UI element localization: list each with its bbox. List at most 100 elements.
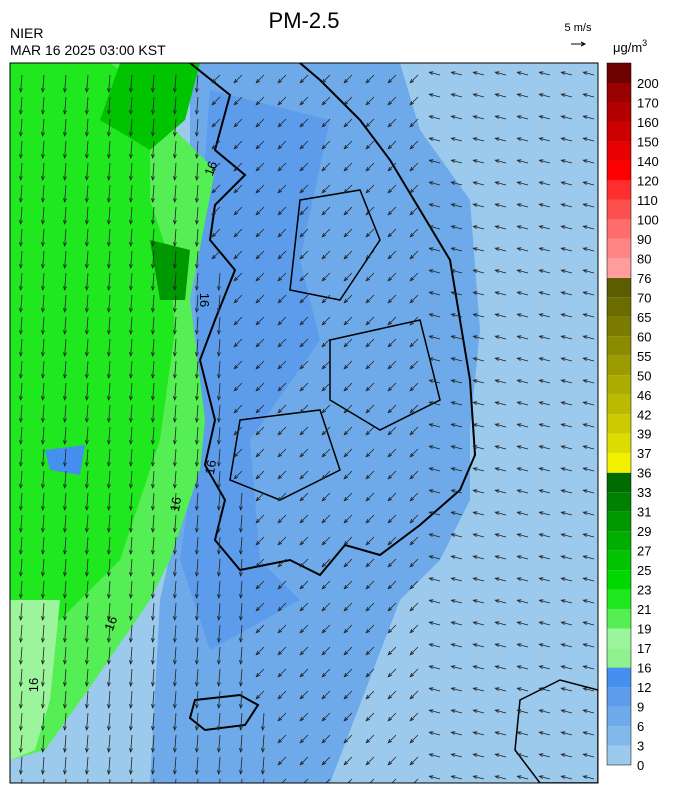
wind-arrowhead <box>582 599 588 604</box>
wind-arrowhead <box>494 775 500 780</box>
wind-arrow <box>495 423 507 428</box>
wind-arrowhead <box>63 352 67 357</box>
wind-arrow <box>64 470 67 488</box>
wind-arrow <box>211 250 221 260</box>
wind-arrow <box>64 404 67 422</box>
wind-arrow <box>218 624 221 642</box>
wind-arrow <box>517 379 529 384</box>
wind-arrow <box>539 467 551 472</box>
wind-arrow <box>174 734 177 752</box>
wind-arrowhead <box>41 748 45 753</box>
wind-arrowhead <box>428 445 434 450</box>
wind-arrow <box>387 448 397 458</box>
wind-arrowhead <box>277 496 283 502</box>
wind-arrow <box>174 316 177 334</box>
wind-arrow <box>451 533 463 538</box>
wind-arrowhead <box>129 704 133 709</box>
wind-arrow <box>108 272 111 290</box>
wind-arrowhead <box>233 276 239 282</box>
wind-arrowhead <box>343 672 349 678</box>
wind-arrowhead <box>560 357 566 362</box>
wind-arrowhead <box>365 166 371 172</box>
wind-arrowhead <box>63 88 67 93</box>
wind-arrowhead <box>151 154 155 159</box>
wind-arrowhead <box>428 71 434 76</box>
colorbar-segment <box>607 160 631 181</box>
wind-arrow <box>233 74 243 84</box>
wind-arrowhead <box>299 408 305 414</box>
wind-arrowhead <box>239 638 243 643</box>
wind-arrowhead <box>239 550 243 555</box>
wind-arrowhead <box>582 423 588 428</box>
wind-arrowhead <box>195 308 199 313</box>
wind-arrow <box>64 272 67 290</box>
wind-arrow <box>539 269 551 274</box>
wind-arrowhead <box>41 528 45 533</box>
wind-arrow <box>517 71 529 76</box>
wind-arrow <box>343 74 353 84</box>
wind-arrowhead <box>409 496 415 502</box>
wind-arrow <box>42 404 45 422</box>
colorbar-label: 31 <box>637 505 651 520</box>
wind-arrowhead <box>63 154 67 159</box>
wind-arrow <box>20 536 23 554</box>
wind-arrowhead <box>450 93 456 98</box>
wind-arrow <box>343 338 353 348</box>
wind-arrow <box>429 775 441 780</box>
colorbar-segment <box>607 472 631 493</box>
wind-arrowhead <box>129 154 133 159</box>
colorbar-segment <box>607 297 631 317</box>
wind-arrowhead <box>472 775 478 780</box>
wind-arrowhead <box>151 616 155 621</box>
wind-arrowhead <box>494 269 500 274</box>
wind-arrow <box>20 712 23 730</box>
wind-arrowhead <box>409 474 415 480</box>
wind-arrow <box>365 756 375 766</box>
wind-arrow <box>343 382 353 392</box>
wind-arrowhead <box>343 210 349 216</box>
wind-arrowhead <box>494 291 500 296</box>
wind-arrow <box>152 712 155 730</box>
wind-arrow <box>108 602 111 620</box>
wind-arrowhead <box>233 166 239 172</box>
wind-arrow <box>174 74 177 92</box>
wind-arrowhead <box>472 335 478 340</box>
wind-arrow <box>299 448 309 458</box>
colorbar-segment <box>607 83 631 103</box>
wind-arrow <box>42 470 45 488</box>
wind-arrow <box>561 621 573 626</box>
wind-arrow <box>196 184 199 202</box>
wind-arrow <box>233 426 243 436</box>
wind-arrowhead <box>255 342 261 348</box>
wind-arrowhead <box>582 687 588 692</box>
colorbar-label: 12 <box>637 680 651 695</box>
wind-arrow <box>108 756 111 774</box>
wind-arrowhead <box>151 418 155 423</box>
wind-arrow <box>108 668 111 686</box>
wind-arrow <box>218 382 221 400</box>
wind-arrow <box>429 423 441 428</box>
wind-arrowhead <box>494 489 500 494</box>
wind-arrow <box>130 624 133 642</box>
wind-arrowhead <box>277 100 283 106</box>
wind-arrow <box>152 668 155 686</box>
wind-arrow <box>561 269 573 274</box>
wind-arrowhead <box>277 716 283 722</box>
colorbar-label: 9 <box>637 700 644 715</box>
wind-arrow <box>429 687 441 692</box>
wind-arrowhead <box>107 220 111 225</box>
wind-arrowhead <box>538 599 544 604</box>
wind-arrowhead <box>299 562 305 568</box>
wind-arrowhead <box>472 247 478 252</box>
wind-arrow <box>64 250 67 268</box>
wind-arrowhead <box>217 682 221 687</box>
wind-arrow <box>277 404 287 414</box>
wind-arrow <box>539 247 551 252</box>
wind-arrowhead <box>19 198 23 203</box>
wind-arrow <box>130 536 133 554</box>
wind-arrow <box>240 712 243 730</box>
wind-arrow <box>451 181 463 186</box>
wind-arrowhead <box>428 181 434 186</box>
wind-arrowhead <box>107 352 111 357</box>
wind-arrow <box>196 206 199 224</box>
